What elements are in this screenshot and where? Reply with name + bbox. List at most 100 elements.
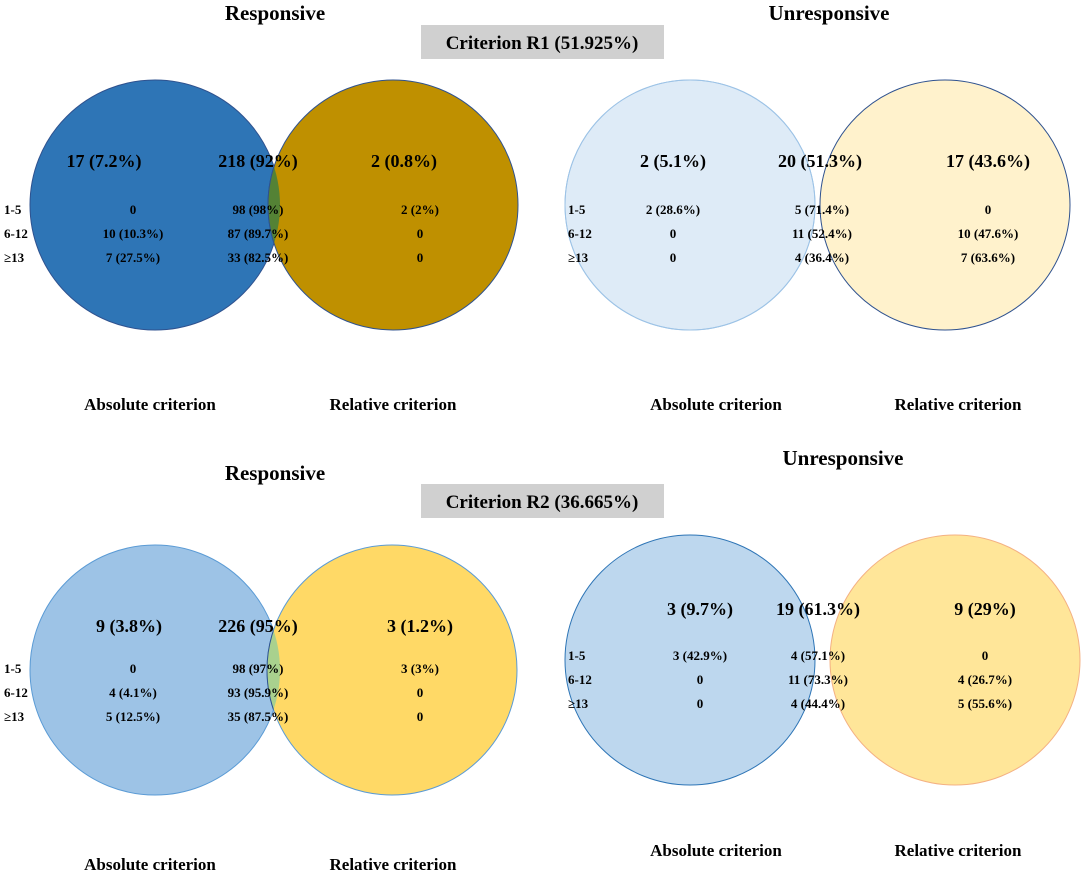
cell-overlap: 87 (89.7%) [228, 226, 289, 241]
relative-only-total: 2 (0.8%) [371, 151, 437, 172]
row-label: ≥13 [4, 250, 25, 265]
relative-criterion-circle [267, 79, 519, 331]
row-6-12: 6-12 0 11 (52.4%) 10 (47.6%) [568, 226, 1018, 241]
relative-criterion-circle [829, 534, 1081, 786]
cell-relative: 0 [417, 226, 424, 241]
cell-relative: 0 [985, 202, 992, 217]
cell-relative: 0 [982, 648, 989, 663]
absolute-only-total: 3 (9.7%) [667, 599, 733, 620]
row-label: ≥13 [568, 696, 589, 711]
row-label: 1-5 [4, 661, 22, 676]
absolute-criterion-label: Absolute criterion [84, 855, 216, 873]
row-6-12: 6-12 0 11 (73.3%) 4 (26.7%) [568, 672, 1012, 687]
relative-criterion-circle [266, 544, 518, 796]
relative-criterion-label: Relative criterion [895, 395, 1023, 414]
cell-relative: 4 (26.7%) [958, 672, 1012, 687]
criterion-r2-box: Criterion R2 (36.665%) [421, 484, 664, 518]
cell-absolute: 0 [130, 661, 137, 676]
overlap-total: 218 (92%) [218, 151, 298, 172]
criterion-box-background [421, 25, 664, 59]
row-6-12: 6-12 4 (4.1%) 93 (95.9%) 0 [4, 685, 423, 700]
relative-criterion-label: Relative criterion [895, 841, 1023, 860]
absolute-criterion-label: Absolute criterion [84, 395, 216, 414]
cell-relative: 0 [417, 250, 424, 265]
cell-overlap: 35 (87.5%) [228, 709, 289, 724]
cell-absolute: 7 (27.5%) [106, 250, 160, 265]
cell-overlap: 11 (73.3%) [788, 672, 848, 687]
criterion-r1-box: Criterion R1 (51.925%) [421, 25, 664, 59]
absolute-only-total: 9 (3.8%) [96, 616, 162, 637]
criterion-label: Criterion R2 (36.665%) [446, 492, 639, 513]
relative-criterion-label: Relative criterion [330, 855, 458, 873]
venn-panel-r1-unresponsive: Unresponsive 2 (5.1%) 20 (51.3%) 17 (43.… [564, 1, 1071, 414]
row-label: 6-12 [568, 672, 592, 687]
row-label: 1-5 [4, 202, 22, 217]
row-label: 6-12 [568, 226, 592, 241]
relative-only-total: 17 (43.6%) [946, 151, 1030, 172]
row-13-plus: ≥13 0 4 (44.4%) 5 (55.6%) [568, 696, 1012, 711]
row-13-plus: ≥13 5 (12.5%) 35 (87.5%) 0 [4, 709, 423, 724]
overlap-total: 226 (95%) [218, 616, 298, 637]
row-1-5: 1-5 3 (42.9%) 4 (57.1%) 0 [568, 648, 988, 663]
row-1-5: 1-5 0 98 (98%) 2 (2%) [4, 202, 439, 217]
row-1-5: 1-5 2 (28.6%) 5 (71.4%) 0 [568, 202, 991, 217]
relative-only-total: 9 (29%) [954, 599, 1016, 620]
absolute-only-total: 17 (7.2%) [67, 151, 142, 172]
absolute-criterion-outline [564, 79, 816, 331]
cell-overlap: 98 (98%) [233, 202, 284, 217]
cell-absolute: 10 (10.3%) [103, 226, 164, 241]
row-label: 1-5 [568, 648, 586, 663]
cell-absolute: 3 (42.9%) [673, 648, 727, 663]
cell-absolute: 0 [697, 672, 704, 687]
cell-absolute: 2 (28.6%) [646, 202, 700, 217]
venn-panel-r2-responsive: Responsive 9 (3.8%) 226 (95%) 3 (1.2%) 1… [4, 461, 518, 873]
cell-absolute: 0 [670, 250, 677, 265]
overlap-region [266, 545, 280, 795]
row-13-plus: ≥13 7 (27.5%) 33 (82.5%) 0 [4, 250, 423, 265]
cell-relative: 0 [417, 709, 424, 724]
row-label: ≥13 [568, 250, 589, 265]
cell-relative: 2 (2%) [401, 202, 439, 217]
cell-overlap: 93 (95.9%) [228, 685, 289, 700]
row-label: 6-12 [4, 685, 28, 700]
relative-criterion-circle [819, 79, 1071, 331]
panel-title: Unresponsive [769, 1, 890, 25]
cell-absolute: 0 [130, 202, 137, 217]
cell-overlap: 4 (57.1%) [791, 648, 845, 663]
venn-panel-r1-responsive: Responsive 17 (7.2%) 218 (92%) 2 (0.8%) … [4, 1, 519, 414]
cell-overlap: 11 (52.4%) [792, 226, 852, 241]
absolute-only-total: 2 (5.1%) [640, 151, 706, 172]
overlap-total: 19 (61.3%) [776, 599, 860, 620]
cell-absolute: 5 (12.5%) [106, 709, 160, 724]
absolute-criterion-label: Absolute criterion [650, 841, 782, 860]
cell-overlap: 4 (36.4%) [795, 250, 849, 265]
overlap-region [267, 80, 280, 330]
absolute-criterion-circle [564, 534, 816, 786]
relative-criterion-label: Relative criterion [330, 395, 458, 414]
cell-relative: 3 (3%) [401, 661, 439, 676]
panel-title: Responsive [225, 461, 325, 485]
row-1-5: 1-5 0 98 (97%) 3 (3%) [4, 661, 439, 676]
venn-panel-r2-unresponsive: Unresponsive 3 (9.7%) 19 (61.3%) 9 (29%)… [564, 446, 1081, 860]
cell-absolute: 0 [670, 226, 677, 241]
criterion-label: Criterion R1 (51.925%) [446, 33, 639, 54]
cell-relative: 7 (63.6%) [961, 250, 1015, 265]
cell-relative: 5 (55.6%) [958, 696, 1012, 711]
row-6-12: 6-12 10 (10.3%) 87 (89.7%) 0 [4, 226, 423, 241]
row-label: 1-5 [568, 202, 586, 217]
cell-absolute: 4 (4.1%) [109, 685, 157, 700]
absolute-criterion-label: Absolute criterion [650, 395, 782, 414]
panel-title: Unresponsive [783, 446, 904, 470]
panel-title: Responsive [225, 1, 325, 25]
cell-relative: 0 [417, 685, 424, 700]
overlap-total: 20 (51.3%) [778, 151, 862, 172]
cell-overlap: 33 (82.5%) [228, 250, 289, 265]
cell-absolute: 0 [697, 696, 704, 711]
cell-overlap: 5 (71.4%) [795, 202, 849, 217]
relative-only-total: 3 (1.2%) [387, 616, 453, 637]
cell-relative: 10 (47.6%) [958, 226, 1019, 241]
criterion-box-background [421, 484, 664, 518]
row-label: ≥13 [4, 709, 25, 724]
row-13-plus: ≥13 0 4 (36.4%) 7 (63.6%) [568, 250, 1015, 265]
